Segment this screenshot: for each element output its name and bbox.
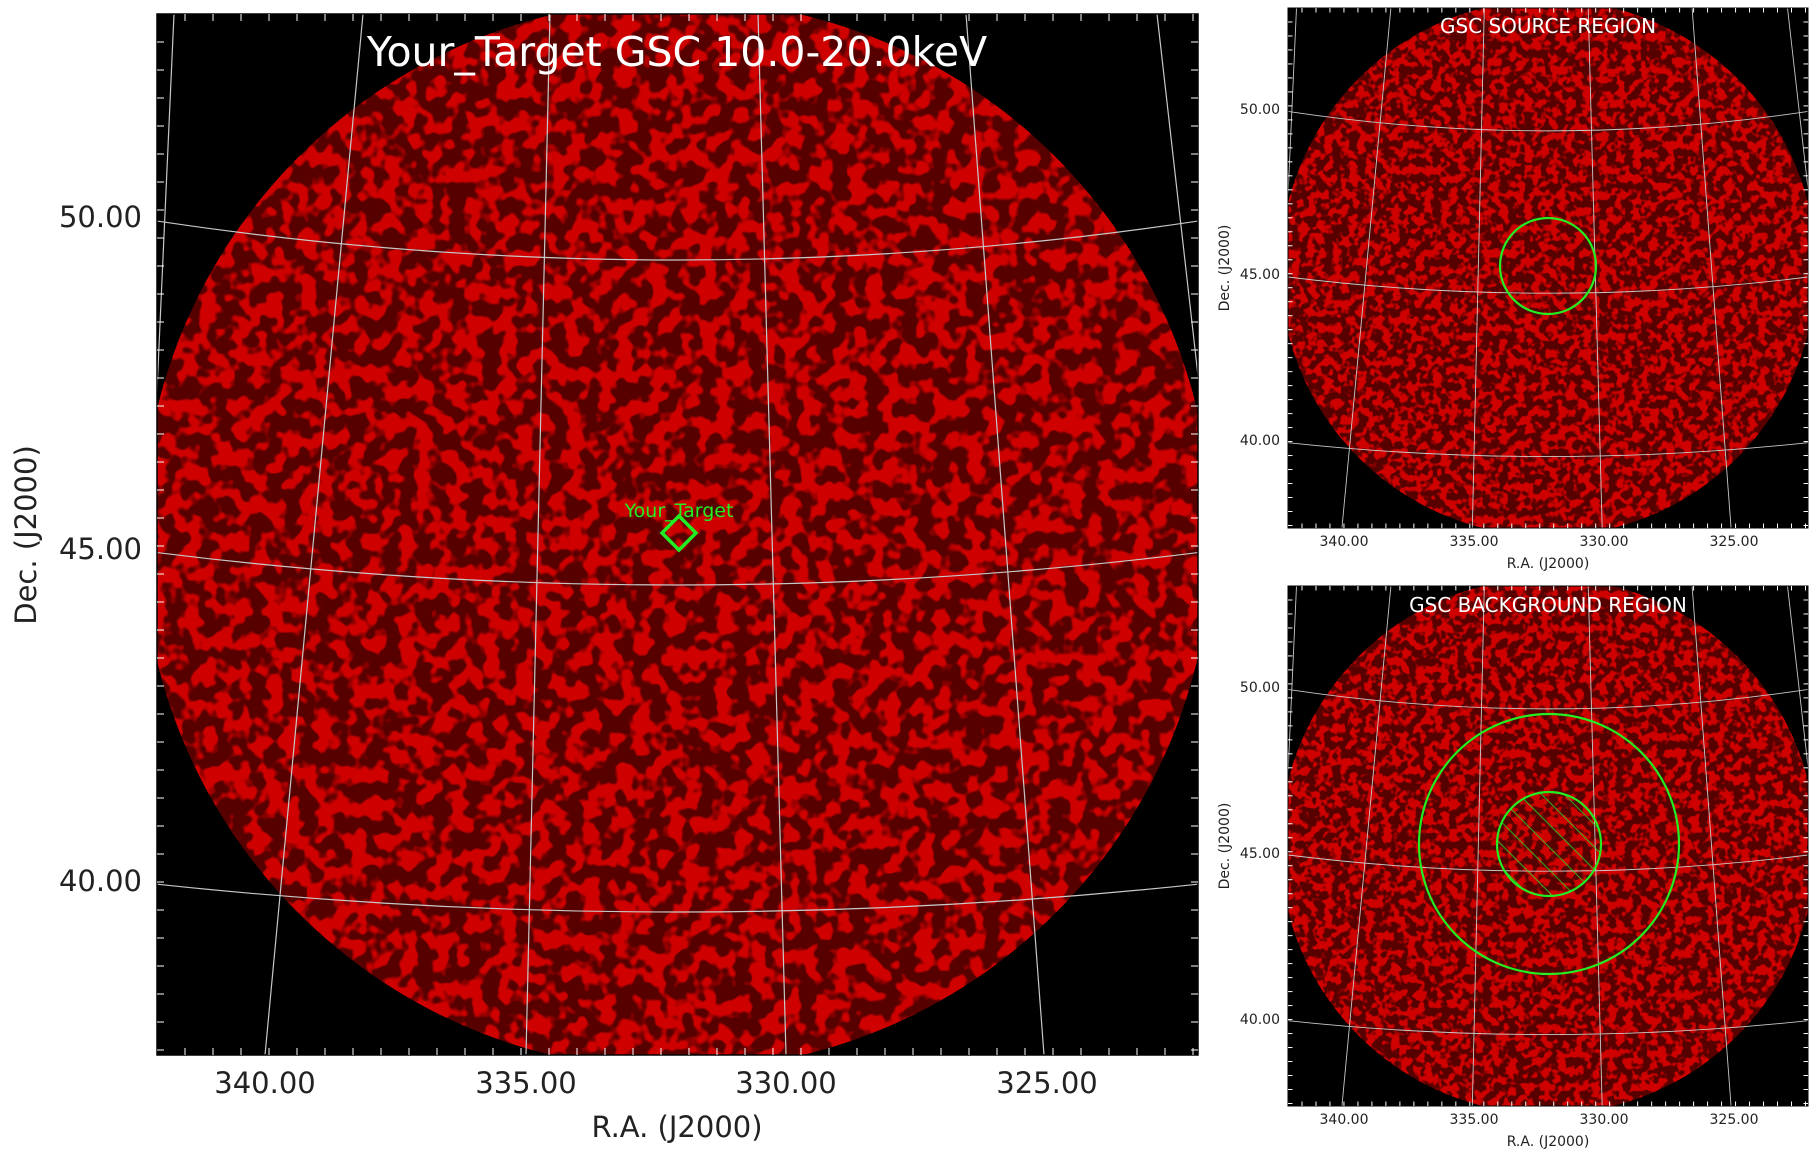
background-y-tick-label-50: 50.00 — [1240, 680, 1280, 696]
background-x-tick-label-325: 325.00 — [1710, 1112, 1759, 1128]
source-x-tick-label-335: 335.00 — [1450, 534, 1499, 550]
source-y-tick-label-50: 50.00 — [1240, 102, 1280, 118]
main-title: Your_Target GSC 10.0-20.0keV — [366, 28, 987, 76]
main-x-tick-label-335: 335.00 — [475, 1066, 576, 1100]
background-dec-grid-line-50 — [1288, 688, 1808, 710]
source-dec-grid-line-45 — [1288, 276, 1808, 294]
background-ra-grid-line-320 — [1787, 586, 1808, 771]
source-emission-texture — [1288, 8, 1808, 528]
main-x-tick-label-330: 330.00 — [735, 1066, 836, 1100]
source-dec-grid-line-40 — [1288, 442, 1808, 458]
background-ra-grid-line-340 — [1341, 586, 1392, 1106]
main-dec-grid-line-50 — [157, 220, 1198, 261]
source-plot-frame — [1287, 7, 1809, 529]
source-ra-grid-line-325 — [1691, 8, 1732, 528]
source-dec-grid-line-50 — [1288, 110, 1808, 132]
background-y-tick-label-40: 40.00 — [1240, 1012, 1280, 1028]
source-y-axis-label: Dec. (J2000) — [1217, 225, 1233, 312]
main-ra-grid-line-335 — [525, 14, 551, 1055]
source-y-tick-label-40: 40.00 — [1240, 433, 1280, 449]
background-excluded-inner-circle — [1495, 790, 1603, 898]
main-dec-grid-line-45 — [157, 551, 1198, 586]
main-ra-grid-line-330 — [757, 14, 787, 1055]
main-y-axis-label: Dec. (J2000) — [9, 445, 43, 625]
main-x-tick-label-340: 340.00 — [214, 1066, 315, 1100]
background-ra-grid-line-325 — [1691, 586, 1732, 1106]
main-ra-grid-line-325 — [965, 14, 1045, 1055]
background-ra-grid-line-335 — [1471, 586, 1485, 1106]
main-dec-grid-line-40 — [157, 883, 1198, 913]
source-x-axis-label: R.A. (J2000) — [1507, 556, 1590, 572]
main-tick-marks — [157, 14, 1198, 1055]
main-sky-map: Your_Target GSC 10.0-20.0keV R.A. (J2000… — [9, 13, 1199, 1144]
background-y-axis-label: Dec. (J2000) — [1217, 803, 1233, 890]
target-marker: Your_Target — [624, 500, 734, 553]
background-dec-grid-line-40 — [1288, 1020, 1808, 1036]
main-ra-grid-line-340 — [264, 14, 364, 1055]
background-x-axis-label: R.A. (J2000) — [1507, 1134, 1590, 1150]
background-ra-grid-line-345 — [1288, 586, 1297, 785]
main-x-tick-label-325: 325.00 — [996, 1066, 1097, 1100]
background-coordinate-grid — [1288, 586, 1808, 1106]
background-tick-marks — [1288, 586, 1808, 1106]
background-x-tick-label-340: 340.00 — [1320, 1112, 1369, 1128]
source-ra-grid-line-345 — [1288, 8, 1297, 207]
main-x-axis-label: R.A. (J2000) — [591, 1110, 762, 1144]
background-annulus-outer-circle — [1417, 712, 1681, 976]
source-y-tick-label-45: 45.00 — [1240, 267, 1280, 283]
main-y-tick-label-40: 40.00 — [59, 864, 142, 898]
source-ra-grid-line-340 — [1341, 8, 1392, 528]
source-ra-grid-line-335 — [1471, 8, 1485, 528]
source-x-tick-label-330: 330.00 — [1580, 534, 1629, 550]
background-plot-frame — [1287, 585, 1809, 1107]
background-region-map: GSC BACKGROUND REGION R.A. (J2000) Dec. … — [1217, 585, 1809, 1150]
source-region-circle — [1498, 216, 1598, 316]
main-emission-texture — [157, 14, 1198, 1055]
source-x-tick-label-325: 325.00 — [1710, 534, 1759, 550]
background-y-tick-label-45: 45.00 — [1240, 846, 1280, 862]
background-title: GSC BACKGROUND REGION — [1409, 593, 1687, 617]
target-label: Your_Target — [624, 500, 734, 522]
source-x-tick-label-340: 340.00 — [1320, 534, 1369, 550]
source-ra-grid-line-320 — [1787, 8, 1808, 193]
source-region-map: GSC SOURCE REGION R.A. (J2000) Dec. (J20… — [1217, 7, 1809, 572]
background-x-tick-label-335: 335.00 — [1450, 1112, 1499, 1128]
main-y-tick-label-45: 45.00 — [59, 532, 142, 566]
main-coordinate-grid — [157, 14, 1198, 1055]
background-x-tick-label-330: 330.00 — [1580, 1112, 1629, 1128]
main-ra-grid-line-345 — [157, 14, 175, 404]
main-y-tick-label-50: 50.00 — [59, 200, 142, 234]
source-tick-marks — [1288, 8, 1808, 528]
main-plot-frame — [156, 13, 1199, 1056]
target-diamond-icon — [659, 513, 699, 553]
source-title: GSC SOURCE REGION — [1440, 14, 1656, 38]
main-ra-grid-line-320 — [1156, 14, 1198, 382]
